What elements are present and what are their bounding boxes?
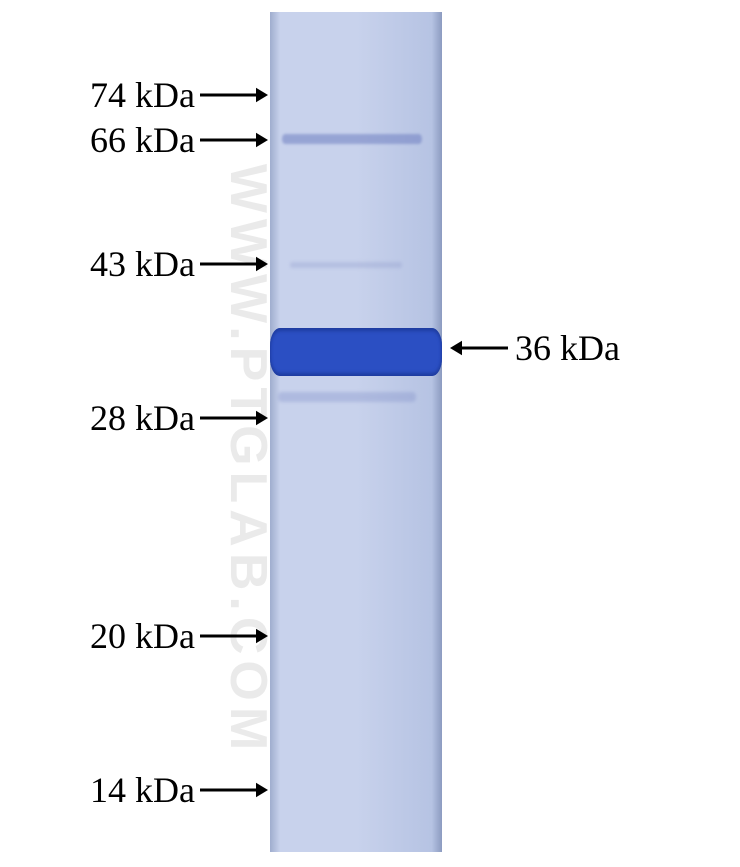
label-66: 66 kDa	[90, 122, 195, 158]
label-74-arrow-icon	[183, 78, 285, 112]
label-43-arrow-icon	[183, 247, 285, 281]
band-below-36	[278, 392, 416, 402]
band-36-main	[270, 328, 442, 376]
label-20: 20 kDa	[90, 618, 195, 654]
label-28-arrow-icon	[183, 401, 285, 435]
label-36: 36 kDa	[515, 330, 620, 366]
label-74: 74 kDa	[90, 77, 195, 113]
label-66-arrow-icon	[183, 123, 285, 157]
band-43	[290, 262, 402, 268]
label-14: 14 kDa	[90, 772, 195, 808]
band-66	[282, 134, 422, 144]
label-20-arrow-icon	[183, 619, 285, 653]
label-14-arrow-icon	[183, 773, 285, 807]
label-28: 28 kDa	[90, 400, 195, 436]
label-43: 43 kDa	[90, 246, 195, 282]
gel-figure: WWW.PTGLAB.COM 74 kDa66 kDa43 kDa28 kDa2…	[0, 0, 740, 867]
label-36-arrow-icon	[433, 331, 525, 365]
